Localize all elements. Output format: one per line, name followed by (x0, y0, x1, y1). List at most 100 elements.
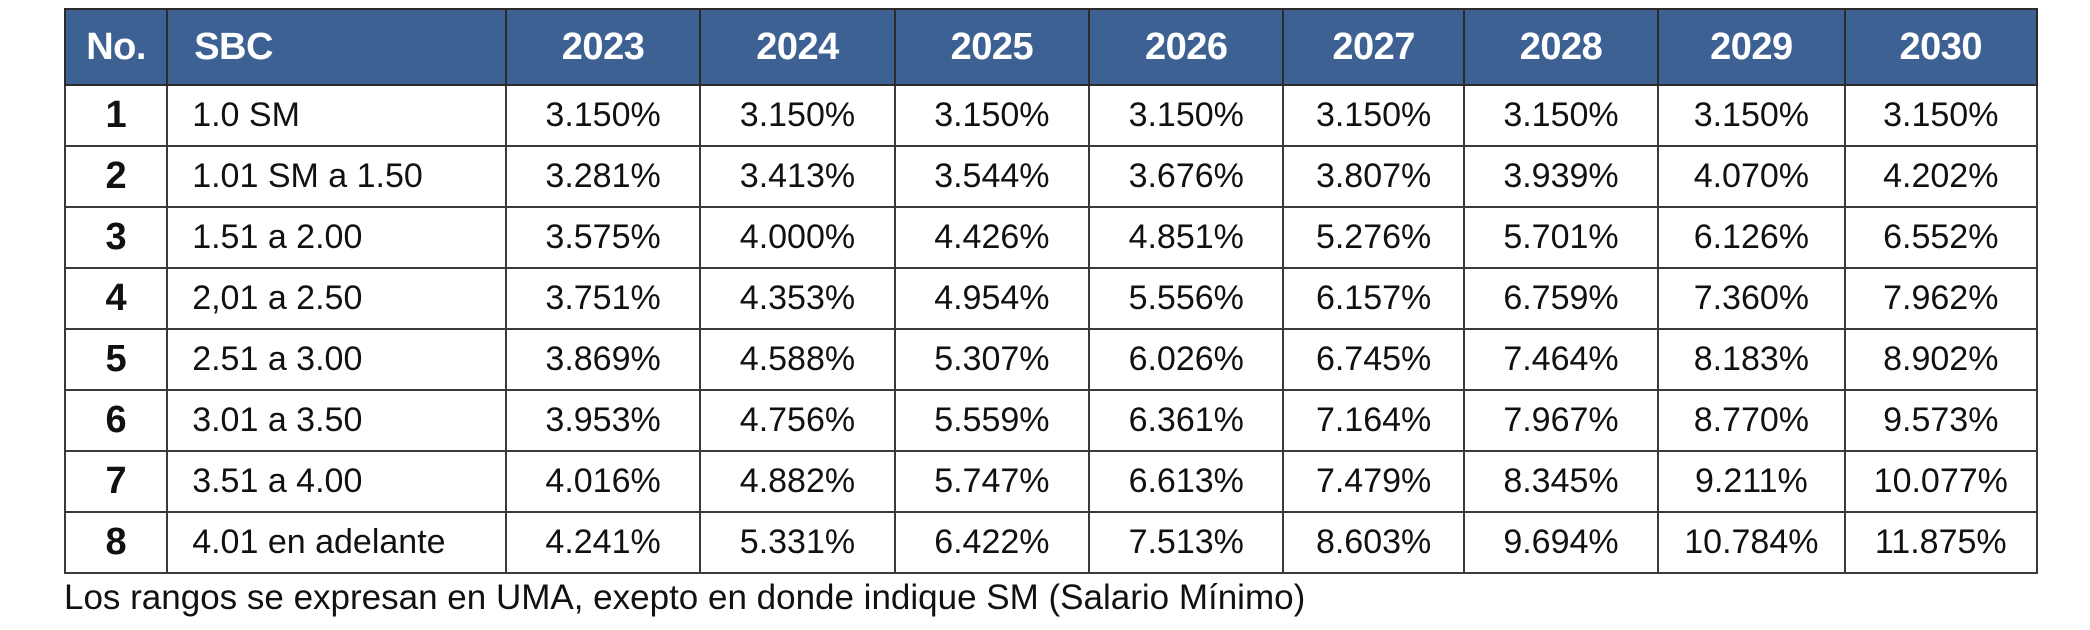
header-cell-year: 2030 (1843, 8, 2039, 86)
rate-cell: 5.331% (699, 511, 896, 574)
sbc-range-cell: 3.01 a 3.50 (166, 389, 507, 452)
sbc-range-cell: 1.0 SM (166, 84, 507, 147)
sbc-range-cell: 3.51 a 4.00 (166, 450, 507, 513)
rate-cell: 3.150% (1088, 84, 1285, 147)
rate-cell: 3.575% (504, 206, 702, 269)
row-number-cell: 8 (63, 511, 169, 574)
rate-cell: 4.882% (699, 450, 896, 513)
rate-cell: 5.307% (893, 328, 1091, 391)
rate-cell: 3.544% (893, 145, 1091, 208)
rate-cell: 7.513% (1088, 511, 1285, 574)
rate-cell: 3.807% (1282, 145, 1465, 208)
rate-cell: 8.770% (1657, 389, 1846, 452)
rate-cell: 3.150% (1282, 84, 1465, 147)
table-row: 5 2.51 a 3.00 3.869% 4.588% 5.307% 6.026… (63, 328, 2039, 391)
table-row: 8 4.01 en adelante 4.241% 5.331% 6.422% … (63, 511, 2039, 574)
rate-cell: 3.953% (504, 389, 702, 452)
rate-cell: 4.000% (699, 206, 896, 269)
rate-cell: 4.756% (699, 389, 896, 452)
header-cell-year: 2023 (504, 8, 702, 86)
rate-cell: 6.422% (893, 511, 1091, 574)
header-cell-sbc: SBC (166, 8, 507, 86)
rate-cell: 3.150% (1843, 84, 2039, 147)
row-number-cell: 1 (63, 84, 169, 147)
rate-cell: 8.183% (1657, 328, 1846, 391)
rate-cell: 4.241% (504, 511, 702, 574)
rate-cell: 5.556% (1088, 267, 1285, 330)
header-cell-year: 2024 (699, 8, 896, 86)
table-row: 7 3.51 a 4.00 4.016% 4.882% 5.747% 6.613… (63, 450, 2039, 513)
sbc-range-cell: 1.01 SM a 1.50 (166, 145, 507, 208)
table-header-row: No. SBC 2023 2024 2025 2026 2027 2028 20… (63, 8, 2039, 86)
footnote: Los rangos se expresan en UMA, exepto en… (64, 578, 1306, 617)
rate-cell: 6.745% (1282, 328, 1465, 391)
rate-cell: 3.869% (504, 328, 702, 391)
rate-cell: 6.613% (1088, 450, 1285, 513)
row-number-cell: 5 (63, 328, 169, 391)
rate-cell: 3.281% (504, 145, 702, 208)
rate-cell: 4.353% (699, 267, 896, 330)
rate-cell: 5.276% (1282, 206, 1465, 269)
contribution-rate-table-container: No. SBC 2023 2024 2025 2026 2027 2028 20… (63, 8, 2039, 574)
header-cell-year: 2027 (1282, 8, 1465, 86)
table-row: 4 2,01 a 2.50 3.751% 4.353% 4.954% 5.556… (63, 267, 2039, 330)
header-cell-year: 2025 (893, 8, 1091, 86)
rate-cell: 6.126% (1657, 206, 1846, 269)
rate-cell: 8.345% (1462, 450, 1660, 513)
rate-cell: 7.464% (1462, 328, 1660, 391)
rate-cell: 4.016% (504, 450, 702, 513)
rate-cell: 10.077% (1843, 450, 2039, 513)
rate-cell: 4.588% (699, 328, 896, 391)
rate-cell: 6.361% (1088, 389, 1285, 452)
rate-cell: 4.070% (1657, 145, 1846, 208)
rate-cell: 4.851% (1088, 206, 1285, 269)
rate-cell: 3.676% (1088, 145, 1285, 208)
rate-cell: 3.150% (1462, 84, 1660, 147)
row-number-cell: 3 (63, 206, 169, 269)
rate-cell: 3.150% (504, 84, 702, 147)
rate-cell: 5.559% (893, 389, 1091, 452)
rate-cell: 7.962% (1843, 267, 2039, 330)
rate-cell: 8.902% (1843, 328, 2039, 391)
rate-cell: 5.701% (1462, 206, 1660, 269)
rate-cell: 7.164% (1282, 389, 1465, 452)
rate-cell: 6.026% (1088, 328, 1285, 391)
rate-cell: 3.939% (1462, 145, 1660, 208)
sbc-range-cell: 2.51 a 3.00 (166, 328, 507, 391)
rate-cell: 3.150% (893, 84, 1091, 147)
sbc-range-cell: 4.01 en adelante (166, 511, 507, 574)
rate-cell: 4.202% (1843, 145, 2039, 208)
rate-cell: 10.784% (1657, 511, 1846, 574)
rate-cell: 3.751% (504, 267, 702, 330)
table-row: 2 1.01 SM a 1.50 3.281% 3.413% 3.544% 3.… (63, 145, 2039, 208)
rate-cell: 9.573% (1843, 389, 2039, 452)
rate-cell: 9.694% (1462, 511, 1660, 574)
header-cell-no: No. (63, 8, 169, 86)
table-row: 3 1.51 a 2.00 3.575% 4.000% 4.426% 4.851… (63, 206, 2039, 269)
table-row: 1 1.0 SM 3.150% 3.150% 3.150% 3.150% 3.1… (63, 84, 2039, 147)
rate-cell: 5.747% (893, 450, 1091, 513)
row-number-cell: 2 (63, 145, 169, 208)
row-number-cell: 4 (63, 267, 169, 330)
rate-cell: 3.150% (1657, 84, 1846, 147)
row-number-cell: 7 (63, 450, 169, 513)
rate-cell: 6.552% (1843, 206, 2039, 269)
rate-cell: 8.603% (1282, 511, 1465, 574)
contribution-rate-table: No. SBC 2023 2024 2025 2026 2027 2028 20… (63, 8, 2039, 574)
rate-cell: 9.211% (1657, 450, 1846, 513)
rate-cell: 4.954% (893, 267, 1091, 330)
rate-cell: 7.967% (1462, 389, 1660, 452)
header-cell-year: 2026 (1088, 8, 1285, 86)
rate-cell: 7.360% (1657, 267, 1846, 330)
sbc-range-cell: 2,01 a 2.50 (166, 267, 507, 330)
rate-cell: 6.157% (1282, 267, 1465, 330)
table-row: 6 3.01 a 3.50 3.953% 4.756% 5.559% 6.361… (63, 389, 2039, 452)
rate-cell: 11.875% (1843, 511, 2039, 574)
rate-cell: 3.150% (699, 84, 896, 147)
header-cell-year: 2028 (1462, 8, 1660, 86)
row-number-cell: 6 (63, 389, 169, 452)
header-cell-year: 2029 (1657, 8, 1846, 86)
rate-cell: 3.413% (699, 145, 896, 208)
rate-cell: 6.759% (1462, 267, 1660, 330)
sbc-range-cell: 1.51 a 2.00 (166, 206, 507, 269)
